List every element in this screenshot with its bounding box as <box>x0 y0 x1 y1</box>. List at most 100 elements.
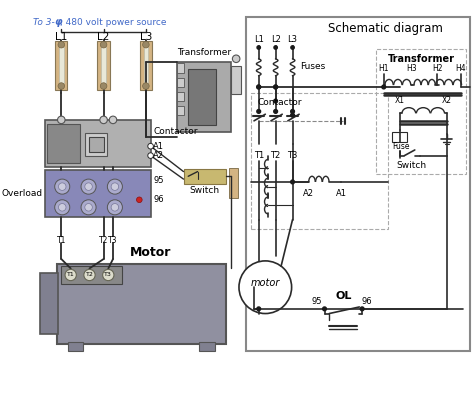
Text: L2: L2 <box>98 32 110 42</box>
Circle shape <box>55 179 70 194</box>
Text: Switch: Switch <box>396 160 426 169</box>
Bar <box>246 17 470 351</box>
Circle shape <box>257 110 261 113</box>
Circle shape <box>291 113 294 117</box>
Text: T3: T3 <box>287 151 298 160</box>
Text: L3: L3 <box>140 32 152 42</box>
Bar <box>68 342 83 351</box>
Text: 95: 95 <box>312 297 322 306</box>
Circle shape <box>100 116 107 124</box>
Text: motor: motor <box>251 277 280 288</box>
Circle shape <box>111 204 118 211</box>
Circle shape <box>143 41 149 48</box>
Circle shape <box>274 99 277 103</box>
Circle shape <box>257 85 261 89</box>
Text: 96: 96 <box>362 297 372 306</box>
Bar <box>47 124 80 163</box>
Text: T1: T1 <box>254 151 264 160</box>
Circle shape <box>109 116 117 124</box>
Bar <box>98 41 109 90</box>
Text: T2: T2 <box>86 272 93 277</box>
Bar <box>376 50 465 174</box>
Circle shape <box>143 83 149 89</box>
Circle shape <box>58 204 66 211</box>
Text: Fuses: Fuses <box>300 62 325 71</box>
Circle shape <box>323 307 327 311</box>
Text: Fuse: Fuse <box>392 142 410 151</box>
Text: T1: T1 <box>56 236 66 245</box>
Bar <box>251 93 388 229</box>
Text: T3: T3 <box>108 236 118 245</box>
Bar <box>85 133 107 156</box>
Circle shape <box>58 41 64 48</box>
Bar <box>177 62 231 132</box>
Bar <box>392 132 407 141</box>
Text: , 480 volt power source: , 480 volt power source <box>60 18 167 27</box>
Text: H1: H1 <box>379 64 389 73</box>
Circle shape <box>81 200 96 215</box>
Bar <box>200 342 215 351</box>
Circle shape <box>257 85 261 89</box>
Text: To 3-: To 3- <box>33 18 55 27</box>
Circle shape <box>274 85 277 89</box>
Circle shape <box>291 46 294 49</box>
Bar <box>59 48 64 83</box>
Circle shape <box>360 307 364 311</box>
Bar <box>177 77 184 87</box>
Text: Switch: Switch <box>190 186 220 195</box>
Text: Motor: Motor <box>130 246 171 259</box>
Circle shape <box>382 85 386 89</box>
Circle shape <box>232 55 240 62</box>
Circle shape <box>107 179 122 194</box>
Text: Contactor: Contactor <box>154 127 198 136</box>
Text: Contactor: Contactor <box>257 97 301 107</box>
Circle shape <box>58 183 66 190</box>
Text: L3: L3 <box>288 35 298 44</box>
Text: A1: A1 <box>336 189 347 198</box>
Circle shape <box>85 183 92 190</box>
Text: L2: L2 <box>271 35 281 44</box>
Text: T2: T2 <box>99 236 108 245</box>
Bar <box>188 69 217 125</box>
Circle shape <box>274 46 277 49</box>
Bar <box>183 169 226 184</box>
Bar <box>228 168 238 198</box>
Text: H2: H2 <box>432 64 443 73</box>
Bar <box>46 120 151 167</box>
Text: A2: A2 <box>154 151 164 160</box>
Circle shape <box>257 46 260 49</box>
Circle shape <box>291 110 294 113</box>
Circle shape <box>257 307 261 311</box>
Circle shape <box>107 200 122 215</box>
Circle shape <box>85 204 92 211</box>
Circle shape <box>81 179 96 194</box>
Bar <box>40 273 58 334</box>
Circle shape <box>103 269 114 281</box>
Circle shape <box>274 110 277 113</box>
Bar <box>177 92 184 101</box>
Circle shape <box>55 200 70 215</box>
Circle shape <box>57 116 65 124</box>
Text: X2: X2 <box>442 95 452 105</box>
Bar <box>56 264 226 343</box>
Text: T3: T3 <box>104 272 112 277</box>
Circle shape <box>148 153 154 158</box>
Bar <box>231 66 241 94</box>
Text: 96: 96 <box>154 195 164 204</box>
Text: Transformer: Transformer <box>177 48 231 57</box>
Bar <box>61 266 122 285</box>
Text: Overload: Overload <box>1 189 43 198</box>
Text: H4: H4 <box>456 64 466 73</box>
Bar <box>177 106 184 115</box>
Bar <box>144 48 148 83</box>
Text: φ: φ <box>55 17 63 27</box>
Text: H3: H3 <box>407 64 417 73</box>
Bar <box>46 170 151 217</box>
Bar <box>140 41 152 90</box>
Text: Transformer: Transformer <box>387 54 455 64</box>
Circle shape <box>111 183 118 190</box>
Circle shape <box>274 85 277 89</box>
Text: L1: L1 <box>55 32 67 42</box>
Circle shape <box>137 197 142 203</box>
Text: T1: T1 <box>67 272 74 277</box>
